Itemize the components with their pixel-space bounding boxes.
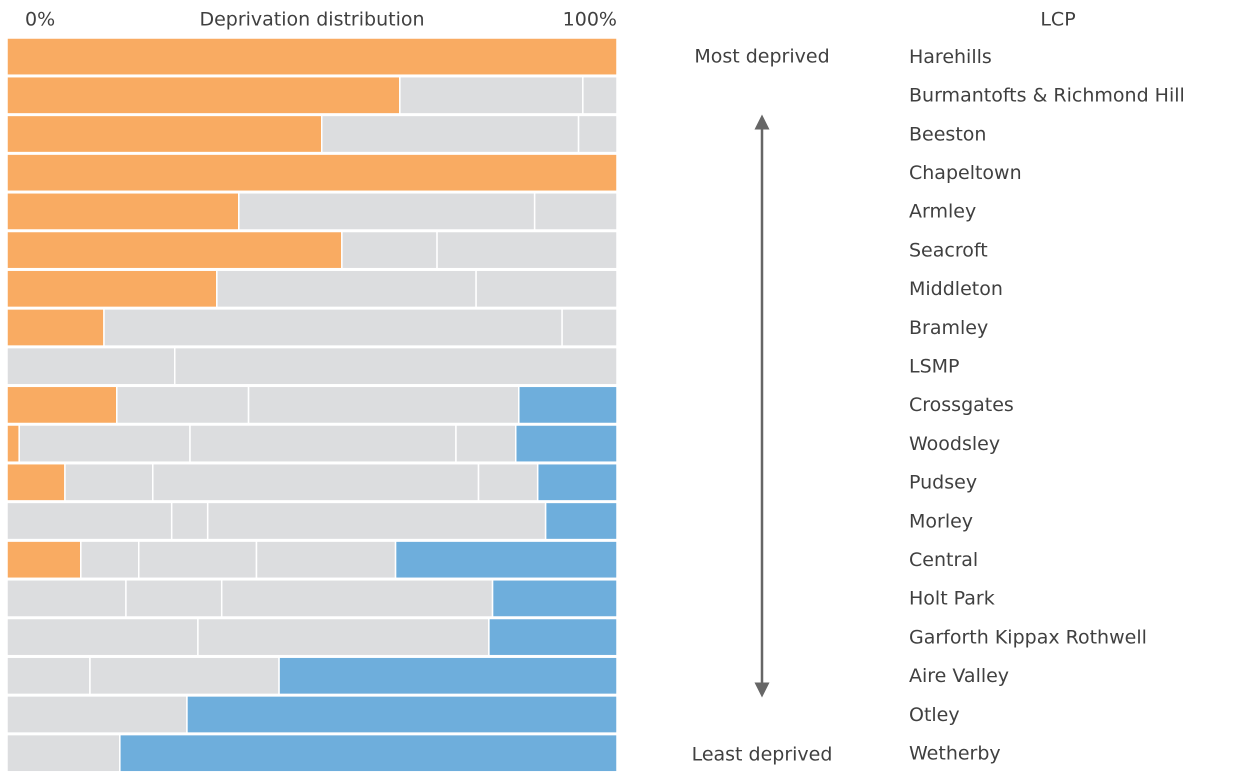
- bar-segment: [514, 424, 618, 463]
- bar-segment: [6, 192, 240, 231]
- bar-segment: [80, 540, 140, 580]
- bar-segment: [116, 385, 250, 425]
- category-label: Garforth Kippax Rothwell: [909, 626, 1147, 648]
- bar-segment: [518, 385, 618, 425]
- category-label: Beeston: [909, 123, 986, 145]
- bar-segment: [189, 424, 457, 463]
- bar-segment: [488, 617, 618, 657]
- bar-segment: [174, 346, 618, 386]
- bar-segment: [6, 308, 105, 347]
- bar-segment: [6, 346, 176, 386]
- bar-segment: [103, 308, 563, 347]
- bar-segment: [170, 501, 209, 541]
- category-label: Crossgates: [909, 394, 1014, 416]
- category-label: LSMP: [909, 355, 960, 377]
- bar-segment: [6, 695, 188, 734]
- bar-segment: [197, 617, 490, 657]
- bar-segment: [6, 733, 121, 773]
- category-label: Burmantofts & Richmond Hill: [909, 85, 1185, 107]
- bar-segment: [206, 501, 547, 541]
- bar-segment: [321, 114, 580, 154]
- bar-segment: [6, 540, 82, 580]
- bar-segment: [533, 192, 618, 231]
- bar-segment: [561, 308, 618, 347]
- bar-segment: [582, 75, 618, 115]
- bar-segment: [6, 579, 127, 618]
- category-label: Central: [909, 549, 978, 571]
- bar-segment: [6, 37, 618, 76]
- bar-segment: [399, 75, 584, 115]
- bar-segment: [6, 617, 199, 657]
- bar-segment: [6, 462, 66, 502]
- category-label: Otley: [909, 704, 960, 726]
- category-label: Wetherby: [909, 742, 1001, 764]
- axis-label: LCP: [1040, 9, 1075, 31]
- bar-segment: [577, 114, 618, 154]
- bar-segment: [278, 656, 618, 696]
- category-label: Bramley: [909, 317, 988, 339]
- bar-segment: [436, 230, 618, 270]
- bar-segment: [119, 733, 618, 773]
- bar-segment: [255, 540, 397, 580]
- bar-segment: [475, 269, 618, 309]
- bar-segment: [6, 385, 118, 425]
- bar-segment: [455, 424, 517, 463]
- bar-segment: [6, 269, 218, 309]
- category-label: Woodsley: [909, 433, 1000, 455]
- bar-segment: [64, 462, 154, 502]
- bar-segment: [6, 424, 20, 463]
- category-label: Seacroft: [909, 239, 988, 261]
- category-label: Pudsey: [909, 472, 977, 494]
- category-label: Chapeltown: [909, 162, 1022, 184]
- category-label: Armley: [909, 201, 976, 223]
- category-label: Morley: [909, 510, 973, 532]
- category-label: Middleton: [909, 278, 1003, 300]
- bar-segment: [544, 501, 618, 541]
- bar-segment: [152, 462, 480, 502]
- x-tick-label: 0%: [25, 9, 55, 31]
- bar-segment: [216, 269, 477, 309]
- bar-segment: [186, 695, 618, 734]
- x-tick-label: 100%: [563, 9, 617, 31]
- bar-segment: [6, 230, 343, 270]
- bar-segment: [477, 462, 539, 502]
- category-label: Aire Valley: [909, 665, 1009, 687]
- bar-segment: [125, 579, 223, 618]
- annotation: Most deprived: [694, 46, 829, 68]
- bar-segment: [138, 540, 258, 580]
- bar-segment: [394, 540, 618, 580]
- bar-segment: [536, 462, 618, 502]
- bar-segment: [89, 656, 280, 696]
- bar-segment: [18, 424, 191, 463]
- category-label: Harehills: [909, 46, 992, 68]
- bar-segment: [247, 385, 520, 425]
- bar-segment: [6, 75, 401, 115]
- bar-segment: [6, 153, 618, 193]
- bar-segment: [6, 501, 173, 541]
- bar-segment: [238, 192, 536, 231]
- bar-segment: [491, 579, 618, 618]
- annotation: Least deprived: [692, 744, 833, 766]
- bar-segment: [6, 656, 91, 696]
- chart-title: Deprivation distribution: [199, 9, 424, 31]
- category-label: Holt Park: [909, 588, 995, 610]
- bar-segment: [6, 114, 323, 154]
- bar-segment: [220, 579, 494, 618]
- bar-segment: [341, 230, 438, 270]
